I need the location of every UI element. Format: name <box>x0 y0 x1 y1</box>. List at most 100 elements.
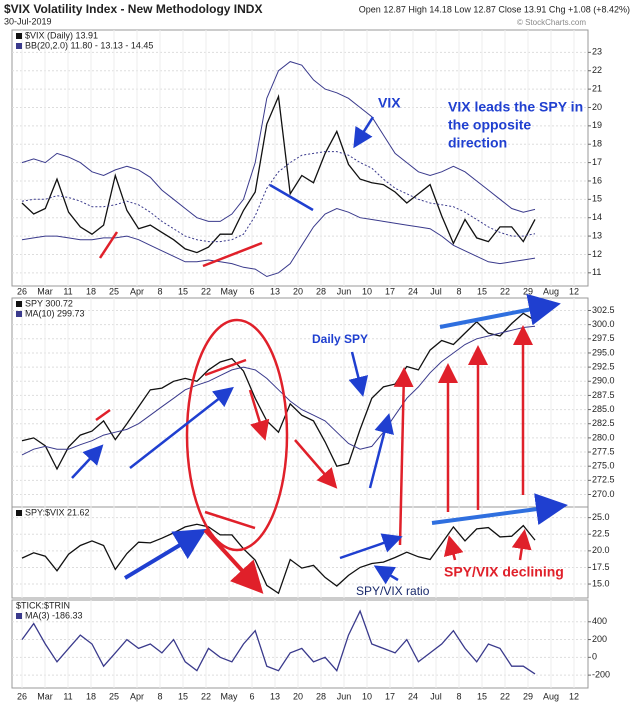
legend-entry: SPY:$VIX 21.62 <box>25 507 90 517</box>
y-tick-label: 17.5 <box>592 562 610 572</box>
y-tick-label: 280.0 <box>592 432 615 442</box>
annotation: SPY/VIX declining <box>444 564 564 580</box>
x-tick-label: Mar <box>37 691 53 701</box>
header-date: 30-Jul-2019 <box>4 16 52 26</box>
y-tick-label: 21 <box>592 83 602 93</box>
series-line <box>21 523 536 595</box>
series-line <box>21 325 536 456</box>
blue-arrow <box>348 351 369 397</box>
legend-entry: $VIX (Daily) 13.91 <box>25 30 98 40</box>
x-tick-label: 17 <box>385 691 395 701</box>
y-tick-label: 302.5 <box>592 305 615 315</box>
series-line <box>21 61 536 222</box>
red-line <box>95 408 111 422</box>
y-tick-label: 25.0 <box>592 512 610 522</box>
legend-swatch <box>16 311 22 317</box>
y-tick-label: 14 <box>592 212 602 222</box>
x-tick-label: Apr <box>130 286 144 296</box>
x-tick-label: Jun <box>337 286 352 296</box>
series-line <box>21 312 536 471</box>
x-tick-label: 13 <box>270 286 280 296</box>
y-tick-label: 15 <box>592 194 602 204</box>
series-line <box>21 609 536 675</box>
x-tick-label: 25 <box>109 691 119 701</box>
series-line <box>21 151 536 243</box>
x-tick-label: May <box>220 691 238 701</box>
y-tick-label: 295.0 <box>592 347 615 357</box>
x-tick-label: 29 <box>523 691 533 701</box>
y-tick-label: 11 <box>592 267 601 277</box>
y-tick-label: 17 <box>592 157 602 167</box>
panel-title: $TICK:$TRIN <box>16 600 70 610</box>
y-tick-label: 18 <box>592 139 602 149</box>
y-tick-label: 285.0 <box>592 404 615 414</box>
annotation: VIX <box>378 95 401 111</box>
y-tick-label: 22 <box>592 65 602 75</box>
red-ellipse <box>185 318 289 552</box>
annotation: SPY/VIX ratio <box>356 584 430 598</box>
y-tick-label: 200 <box>592 634 607 644</box>
blue-arrow <box>373 565 399 585</box>
y-tick-label: 19 <box>592 120 602 130</box>
x-tick-label: May <box>220 286 238 296</box>
annotation: Daily SPY <box>312 332 368 346</box>
red-line <box>204 510 256 530</box>
x-tick-label: 8 <box>157 286 162 296</box>
x-tick-label: Aug <box>543 286 559 296</box>
red-line <box>98 231 119 259</box>
x-tick-label: 8 <box>456 691 461 701</box>
y-tick-label: 16 <box>592 175 602 185</box>
red-arrow <box>443 535 464 561</box>
red-arrow <box>203 528 264 594</box>
x-tick-label: 12 <box>569 286 579 296</box>
y-tick-label: 300.0 <box>592 319 615 329</box>
y-tick-label: -200 <box>592 669 610 679</box>
y-tick-label: 0 <box>592 652 597 662</box>
x-tick-label: 29 <box>523 286 533 296</box>
x-tick-label: 11 <box>63 286 72 296</box>
y-tick-label: 270.0 <box>592 489 615 499</box>
blue-arrow <box>431 493 568 526</box>
x-tick-label: 13 <box>270 691 280 701</box>
x-tick-label: 26 <box>17 691 27 701</box>
red-arrow <box>294 439 338 489</box>
blue-arrow <box>368 413 394 489</box>
x-tick-label: 18 <box>86 286 96 296</box>
series-line <box>21 94 536 254</box>
legend-swatch <box>16 613 22 619</box>
red-arrow <box>393 367 414 546</box>
header-quote: Open 12.87 High 14.18 Low 12.87 Close 13… <box>359 4 630 14</box>
blue-arrow <box>439 293 561 329</box>
legend-entry: BB(20,2.0) 11.80 - 13.13 - 14.45 <box>25 40 153 50</box>
annotations <box>71 116 568 594</box>
x-tick-label: 22 <box>201 286 211 296</box>
x-tick-label: 15 <box>178 286 188 296</box>
x-tick-label: 8 <box>456 286 461 296</box>
x-tick-label: 10 <box>362 691 372 701</box>
x-tick-label: 26 <box>17 286 27 296</box>
panels: 26 Mar 11 18 25 Apr 8 15 22 May 6 13 20 28 Jun 10 17 24 Ju… <box>11 29 615 701</box>
legend-swatch <box>16 33 22 39</box>
x-tick-label: 24 <box>408 286 418 296</box>
x-tick-label: 24 <box>408 691 418 701</box>
y-tick-label: 400 <box>592 616 607 626</box>
x-tick-label: 10 <box>362 286 372 296</box>
legend-swatch <box>16 301 22 307</box>
red-line <box>204 358 247 377</box>
panel-frame <box>11 297 589 508</box>
x-tick-label: 17 <box>385 286 395 296</box>
x-tick-label: 18 <box>86 691 96 701</box>
y-tick-label: 15.0 <box>592 578 610 588</box>
panel-frame <box>11 599 589 689</box>
panel-frame <box>11 29 589 287</box>
legend-entry: MA(10) 299.73 <box>25 308 85 318</box>
x-tick-label: 15 <box>477 286 487 296</box>
x-tick-label: Mar <box>37 286 53 296</box>
blue-arrow <box>71 444 104 479</box>
x-tick-label: 28 <box>316 286 326 296</box>
annotation: the opposite <box>448 117 531 133</box>
x-tick-label: 11 <box>63 691 72 701</box>
blue-arrow <box>339 533 403 560</box>
y-tick-label: 20 <box>592 102 602 112</box>
legend-entry: MA(3) -186.33 <box>25 610 83 620</box>
